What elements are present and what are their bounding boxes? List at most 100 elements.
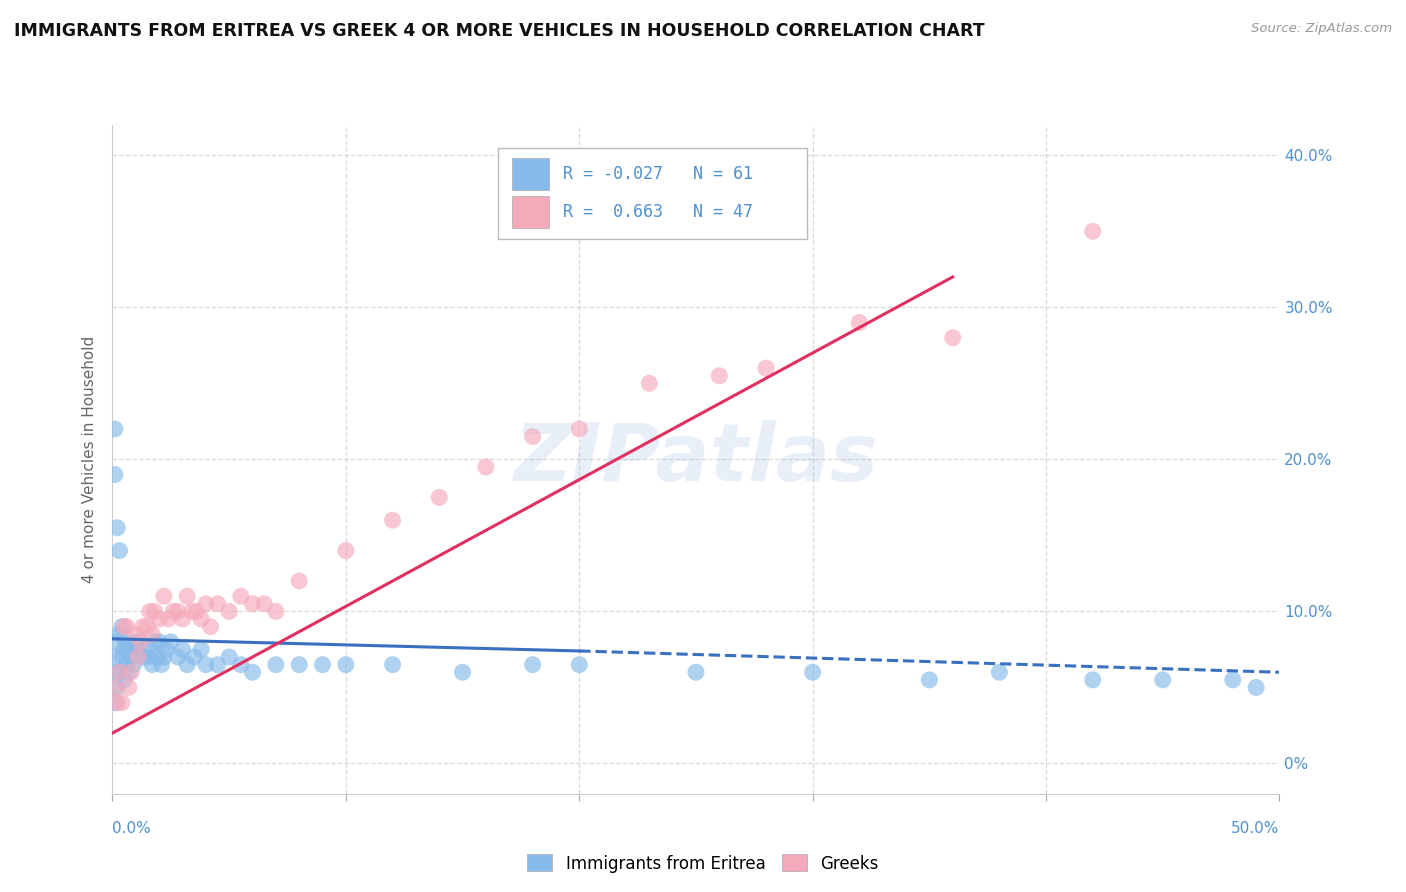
Point — [172, 612, 194, 626]
Point — [988, 665, 1011, 680]
Point — [118, 665, 141, 680]
Point — [122, 657, 145, 672]
Point — [190, 612, 212, 626]
Point — [160, 635, 183, 649]
Point — [132, 650, 155, 665]
Point — [166, 650, 188, 665]
Point — [111, 619, 134, 633]
Point — [218, 650, 240, 665]
Point — [115, 635, 138, 649]
Point — [242, 597, 264, 611]
Text: ZIPatlas: ZIPatlas — [513, 420, 879, 499]
Text: R = -0.027   N = 61: R = -0.027 N = 61 — [562, 165, 754, 183]
Point — [176, 589, 198, 603]
Point — [127, 650, 149, 665]
Point — [162, 604, 184, 618]
Point — [150, 657, 173, 672]
Point — [288, 657, 311, 672]
Point — [335, 543, 357, 558]
Point — [709, 368, 731, 383]
Text: Source: ZipAtlas.com: Source: ZipAtlas.com — [1251, 22, 1392, 36]
Point — [148, 612, 170, 626]
Point — [129, 635, 152, 649]
Point — [125, 627, 148, 641]
Point — [139, 642, 162, 657]
Point — [104, 422, 127, 436]
Point — [755, 361, 778, 376]
Point — [104, 665, 127, 680]
Point — [157, 612, 180, 626]
Point — [108, 543, 131, 558]
Bar — [512, 158, 548, 190]
Point — [111, 650, 134, 665]
Point — [105, 521, 128, 535]
Point — [118, 681, 141, 695]
Point — [127, 642, 149, 657]
Point — [115, 657, 138, 672]
Point — [108, 665, 131, 680]
Point — [125, 635, 148, 649]
Point — [194, 657, 217, 672]
Point — [186, 604, 208, 618]
Point — [942, 331, 965, 345]
Point — [381, 657, 404, 672]
Point — [451, 665, 474, 680]
Point — [153, 650, 176, 665]
Point — [685, 665, 707, 680]
Point — [111, 696, 134, 710]
Bar — [512, 196, 548, 228]
Point — [229, 657, 252, 672]
Point — [180, 604, 202, 618]
Point — [112, 673, 135, 687]
Text: R =  0.663   N = 47: R = 0.663 N = 47 — [562, 202, 754, 221]
Point — [427, 491, 450, 505]
Point — [108, 665, 131, 680]
Point — [104, 635, 127, 649]
Point — [143, 635, 166, 649]
Point — [229, 589, 252, 603]
Point — [522, 429, 544, 443]
Point — [568, 657, 591, 672]
Point — [132, 619, 155, 633]
Point — [801, 665, 824, 680]
Point — [242, 665, 264, 680]
Point — [104, 467, 127, 482]
Point — [1244, 681, 1267, 695]
Point — [200, 619, 222, 633]
Point — [136, 650, 159, 665]
Point — [136, 619, 159, 633]
Point — [141, 657, 163, 672]
Point — [190, 642, 212, 657]
Point — [381, 513, 404, 527]
Point — [112, 619, 135, 633]
Point — [115, 619, 138, 633]
Point — [183, 650, 205, 665]
Y-axis label: 4 or more Vehicles in Household: 4 or more Vehicles in Household — [82, 335, 97, 583]
Point — [105, 681, 128, 695]
Point — [194, 597, 217, 611]
Point — [475, 460, 498, 475]
Point — [1222, 673, 1244, 687]
Point — [105, 696, 128, 710]
Point — [1081, 673, 1104, 687]
Point — [311, 657, 333, 672]
Point — [129, 635, 152, 649]
Point — [148, 635, 170, 649]
Point — [1081, 224, 1104, 238]
Point — [218, 604, 240, 618]
Point — [1152, 673, 1174, 687]
Point — [918, 673, 941, 687]
Point — [118, 642, 141, 657]
Point — [264, 657, 287, 672]
Point — [104, 696, 127, 710]
Point — [253, 597, 276, 611]
Point — [155, 642, 177, 657]
Point — [120, 665, 142, 680]
Point — [172, 642, 194, 657]
Point — [120, 650, 142, 665]
Point — [522, 657, 544, 672]
Point — [207, 657, 229, 672]
Point — [139, 604, 162, 618]
Text: 0.0%: 0.0% — [112, 821, 152, 836]
Text: 50.0%: 50.0% — [1232, 821, 1279, 836]
